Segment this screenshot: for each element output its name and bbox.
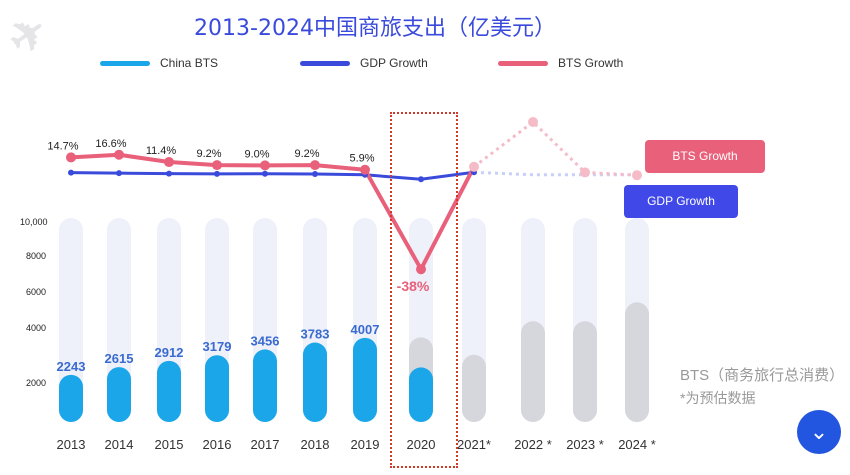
- y-tick: 6000: [26, 287, 47, 297]
- chart-title: 2013-2024中国商旅支出（亿美元）: [194, 16, 556, 41]
- bts-growth-point: [416, 264, 426, 275]
- y-tick: 10,000: [20, 217, 48, 227]
- bts-growth-point: [212, 160, 222, 171]
- x-tick-label: 2021*: [457, 437, 491, 452]
- bts-growth-line-estimate: [473, 120, 638, 177]
- bar-china-bts: [462, 354, 486, 422]
- gdp-growth-point: [214, 170, 220, 177]
- x-tick-label: 2022 *: [514, 437, 552, 452]
- bar-value-label: 3783: [301, 327, 330, 342]
- x-tick-label: 2024 *: [618, 437, 656, 452]
- legend-label: BTS Growth: [558, 56, 624, 70]
- gdp-growth-line-estimate: [473, 170, 637, 177]
- bts-growth-label: 14.7%: [47, 140, 78, 152]
- gdp-growth-tag: GDP Growth: [624, 185, 738, 218]
- bts-growth-label: 16.6%: [95, 138, 126, 150]
- gdp-growth-point: [262, 170, 268, 177]
- bts-growth-tag: BTS Growth: [645, 140, 765, 173]
- bar-value-label: 2912: [155, 345, 184, 360]
- legend-gdp-growth[interactable]: GDP Growth: [300, 56, 428, 70]
- legend-china-bts[interactable]: China BTS: [100, 56, 218, 70]
- bts-growth-point: [260, 160, 270, 171]
- bar-value-label: 3456: [251, 333, 280, 348]
- bar-value-label: 4007: [351, 322, 380, 337]
- legend-label: China BTS: [160, 56, 219, 70]
- highlight-2020: [390, 112, 458, 468]
- x-tick-label: 2014: [104, 437, 134, 452]
- bar-value-label: 2615: [105, 351, 134, 366]
- bar-china-bts: [303, 342, 327, 422]
- legend-label: GDP Growth: [360, 56, 428, 70]
- x-tick-label: 2016: [202, 437, 232, 452]
- x-tick-label: 2019: [350, 437, 380, 452]
- x-tick-label: 2017: [250, 437, 280, 452]
- bts-growth-point: [580, 167, 590, 178]
- bar-china-bts: [353, 337, 377, 422]
- scroll-down-button[interactable]: ⌄: [797, 410, 841, 454]
- bts-growth-label: 11.4%: [146, 145, 177, 157]
- gdp-growth-point: [116, 170, 122, 177]
- bts-growth-label: 9.0%: [244, 148, 269, 160]
- bar-value-label: 3179: [203, 339, 232, 354]
- gdp-growth-point: [312, 170, 318, 177]
- bar-china-bts: [625, 302, 649, 422]
- gdp-growth-point: [68, 169, 74, 176]
- y-tick: 2000: [26, 378, 47, 388]
- bts-growth-point: [469, 161, 479, 172]
- y-tick: 8000: [26, 251, 47, 261]
- bar-china-bts: [59, 374, 83, 422]
- bts-growth-point: [164, 157, 174, 168]
- bar-track: [59, 218, 83, 422]
- chevron-down-icon: ⌄: [809, 419, 829, 444]
- bts-note: BTS（商务旅行总消费）: [680, 367, 845, 384]
- gdp-growth-point: [418, 176, 424, 183]
- bar-china-bts: [573, 321, 597, 422]
- bar-china-bts: [409, 367, 433, 422]
- x-tick-label: 2018: [300, 437, 330, 452]
- bts-growth-point: [360, 164, 370, 175]
- bts-growth-point: [66, 152, 76, 163]
- bts-growth-point: [632, 170, 642, 181]
- bts-growth-label: 9.2%: [196, 148, 221, 160]
- bar-china-bts: [157, 360, 181, 422]
- bar-china-bts: [205, 355, 229, 422]
- bts-growth-point: [114, 149, 124, 160]
- bts-growth-point: [310, 160, 320, 171]
- legend-bts-growth[interactable]: BTS Growth: [498, 56, 623, 70]
- x-tick-label: 2013: [56, 437, 86, 452]
- x-tick-label: 2020: [406, 437, 436, 452]
- bar-value-label: 2243: [57, 359, 86, 374]
- x-tick-label: 2015: [154, 437, 184, 452]
- bts-growth-label: 5.9%: [349, 153, 374, 165]
- y-tick: 4000: [26, 323, 47, 333]
- bts-growth-label: 9.2%: [294, 148, 319, 160]
- x-tick-label: 2023 *: [566, 437, 604, 452]
- bar-china-bts: [521, 321, 545, 422]
- gdp-growth-point: [166, 170, 172, 177]
- bts-growth-label: -38%: [397, 278, 430, 294]
- bar-china-bts: [253, 349, 277, 422]
- bts-growth-point: [528, 117, 538, 127]
- bar-china-bts: [107, 367, 131, 422]
- estimate-note: *为预估数据: [680, 390, 756, 406]
